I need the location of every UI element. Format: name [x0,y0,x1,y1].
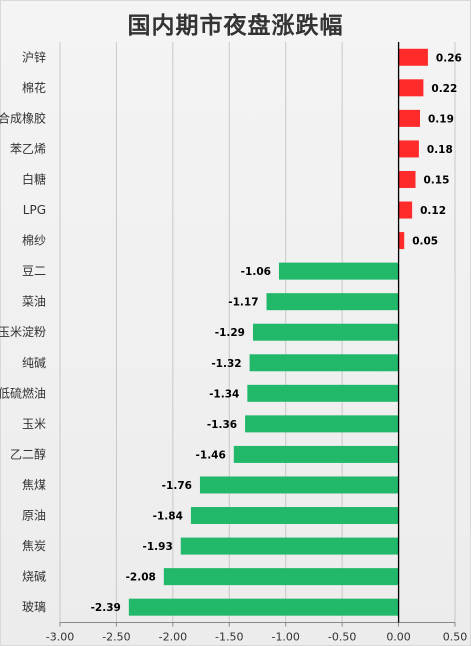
category-label: 纯碱 [22,356,46,370]
bar [180,537,399,555]
category-label: 低硫燃油 [0,385,46,400]
bar [398,140,419,158]
bar [245,415,399,433]
category-label: 乙二醇 [10,446,46,461]
x-tick-label: -1.50 [215,630,243,643]
data-label: -1.29 [215,327,245,339]
category-label: 玻璃 [22,600,46,614]
x-tick-label: -0.50 [328,630,356,643]
bar [278,262,399,280]
category-label: 白糖 [22,171,46,186]
data-label: -2.08 [126,572,156,584]
chart-title: 国内期市夜盘涨跌幅 [127,12,344,39]
bar [233,445,399,463]
bar [398,170,416,188]
bar [266,293,399,311]
data-label: 0.22 [431,83,457,95]
data-label: 0.19 [428,113,454,125]
bar [398,48,428,66]
bar [190,507,399,525]
data-label: 0.12 [420,205,446,217]
data-label: 0.18 [427,144,453,156]
category-label: 棉纱 [22,234,46,248]
category-label: 烧碱 [22,570,46,584]
data-label: -1.76 [162,480,192,492]
data-label: -1.93 [142,541,172,553]
category-label: 玉米 [22,417,46,431]
data-label: -1.17 [228,297,258,309]
data-label: -1.32 [211,358,241,370]
data-label: -1.46 [196,449,226,461]
category-label: 菜油 [22,295,46,309]
bar [398,79,424,97]
category-label: 豆二 [22,264,46,278]
x-tick-label: 0.00 [386,630,411,643]
bar [398,232,405,250]
data-label: 0.05 [412,236,438,248]
bar [199,476,399,494]
bar [247,384,399,402]
category-label: 原油 [22,509,46,523]
bar [398,201,413,219]
x-tick-label: -2.50 [102,630,130,643]
category-label: 合成橡胶 [0,110,46,125]
data-label: -1.06 [241,266,271,278]
category-label: 沪锌 [22,50,46,64]
bar [249,354,399,372]
data-label: 0.26 [436,52,462,64]
data-label: -2.39 [91,602,121,614]
category-label: 玉米淀粉 [0,325,46,339]
x-tick-label: 0.50 [443,630,468,643]
category-label: 棉花 [22,80,46,95]
category-label: 焦煤 [22,478,46,492]
data-label: -1.34 [209,388,239,400]
category-label: LPG [23,203,46,217]
x-tick-label: -1.00 [271,630,299,643]
bar [163,568,399,586]
data-label: -1.36 [207,419,237,431]
category-label: 焦炭 [22,539,46,553]
bar [252,323,399,341]
data-label: 0.15 [424,174,450,186]
bar [398,109,421,127]
x-tick-label: -2.00 [159,630,187,643]
category-label: 苯乙烯 [10,142,46,156]
x-tick-label: -3.00 [46,630,74,643]
data-label: -1.84 [153,511,183,523]
bar [128,598,399,616]
